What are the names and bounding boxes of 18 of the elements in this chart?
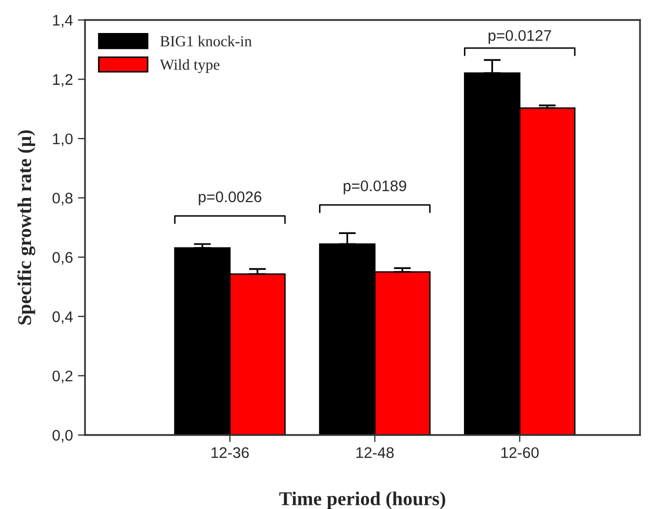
y-tick-label: 1,0 <box>53 133 73 146</box>
x-tick-label: 12-48 <box>356 447 394 458</box>
annotation: p=0.0127 <box>488 30 552 44</box>
x-tick-label: 12-36 <box>212 447 249 458</box>
legend-label: BIG1 knock-in <box>160 36 252 46</box>
annotation: p=0.0189 <box>344 180 406 194</box>
annotation: p=0.0026 <box>198 191 262 206</box>
y-tick-label: 0,6 <box>52 252 73 265</box>
y-tick-label: 0,0 <box>52 430 73 442</box>
y-tick-label: 1,2 <box>53 74 72 87</box>
legend-label: Wild type <box>160 59 220 73</box>
y-axis-title: Specific growth rate (µ) <box>17 130 36 324</box>
x-axis-title: Time period (hours) <box>279 492 446 509</box>
y-tick-label: 0,4 <box>52 311 73 324</box>
x-tick-label: 12-60 <box>501 447 539 458</box>
y-tick-label: 0,8 <box>52 192 73 206</box>
y-tick-label: 0,2 <box>52 370 72 384</box>
y-tick-label: 1,4 <box>53 15 73 28</box>
